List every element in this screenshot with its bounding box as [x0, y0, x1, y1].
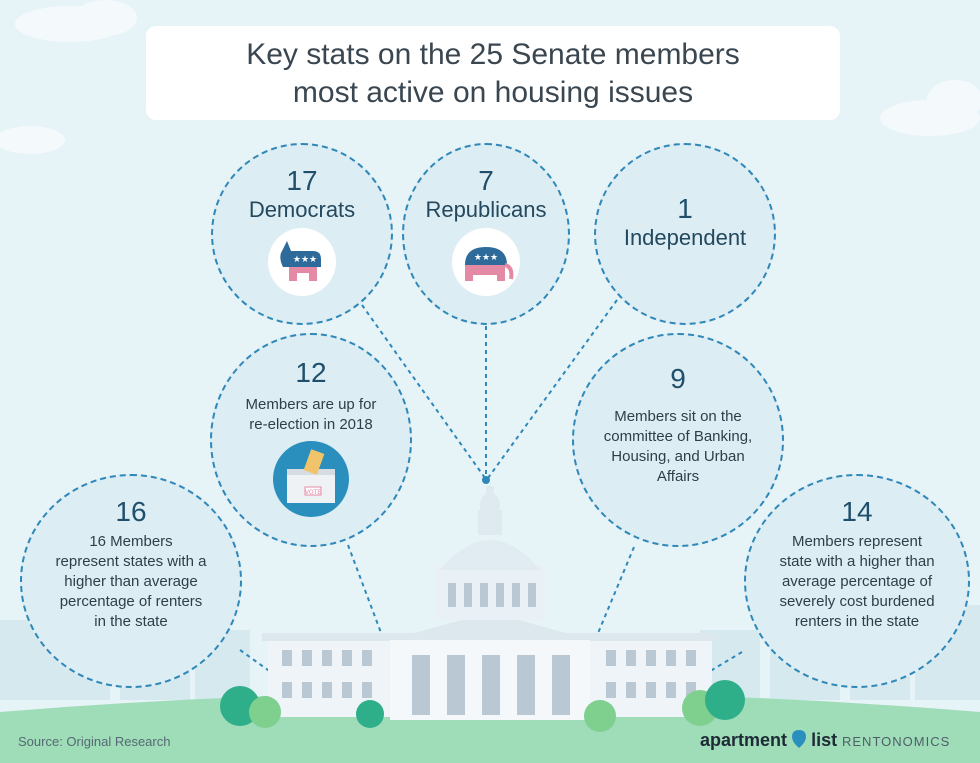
stat-description-line: re-election in 2018 [249, 416, 373, 433]
stat-renters: 16 16 Members represent states with a hi… [20, 474, 242, 688]
title-line-2: most active on housing issues [292, 76, 694, 109]
bush-icon [220, 680, 745, 732]
stat-description-line: represent states with a [55, 553, 207, 570]
brand-logo-left: apartment [700, 730, 788, 750]
stat-banking: 9 Members sit on the committee of Bankin… [572, 333, 784, 547]
brand-logo-right: list [811, 730, 838, 750]
brand-subtitle: RENTONOMICS [842, 734, 951, 749]
svg-text:★★★: ★★★ [293, 255, 317, 265]
stat-description-line: severely cost burdened [779, 593, 935, 610]
donkey-icon: ★★★ [268, 228, 336, 296]
stat-description-line: Members are up for [245, 396, 377, 413]
stat-description-line: in the state [94, 613, 168, 630]
stat-description-line: state with a higher than [779, 553, 935, 570]
stat-description-line: percentage of renters [59, 593, 203, 610]
stat-description-line: higher than average [64, 573, 198, 590]
stat-number: 12 [295, 357, 327, 388]
stat-label: Democrats [248, 197, 356, 222]
elephant-icon: ★★★ [452, 228, 520, 296]
ballot-label: VOTE [305, 489, 321, 496]
stat-description-line: Members sit on the [614, 408, 742, 425]
stat-label: Independent [623, 225, 747, 250]
capitol-building-icon [262, 486, 718, 720]
stat-number: 17 [286, 165, 318, 196]
stat-description-line: Housing, and Urban [611, 448, 745, 465]
svg-text:★★★: ★★★ [474, 253, 498, 263]
stat-independent: 1 Independent [594, 143, 776, 325]
stat-description-line: renters in the state [794, 613, 920, 630]
stat-number: 1 [677, 193, 693, 224]
stat-description-line: 16 Members [89, 533, 173, 550]
stat-cost-burdened: 14 Members represent state with a higher… [744, 474, 970, 688]
map-pin-icon [792, 730, 807, 748]
source-note: Source: Original Research [18, 734, 171, 749]
brand-logo: apartment list [700, 730, 837, 751]
cloud-icon [0, 0, 980, 154]
stat-republicans: 7 Republicans ★★★ [402, 143, 570, 325]
stat-number: 16 [115, 496, 147, 527]
stat-description-line: committee of Banking, [603, 428, 753, 445]
stat-description-line: Members represent [791, 533, 923, 550]
stat-label: Republicans [425, 197, 547, 222]
stat-democrats: 17 Democrats ★★★ [211, 143, 393, 325]
title-card: Key stats on the 25 Senate members most … [146, 26, 840, 120]
stat-number: 7 [478, 165, 494, 196]
ballot-box-icon: VOTE [273, 441, 349, 517]
stat-reelection: 12 Members are up for re-election in 201… [210, 333, 412, 547]
stat-description-line: average percentage of [781, 573, 933, 590]
stat-number: 9 [670, 363, 686, 394]
title-line-1: Key stats on the 25 Senate members [246, 38, 740, 71]
stat-number: 14 [841, 496, 873, 527]
stat-description-line: Affairs [656, 468, 700, 485]
